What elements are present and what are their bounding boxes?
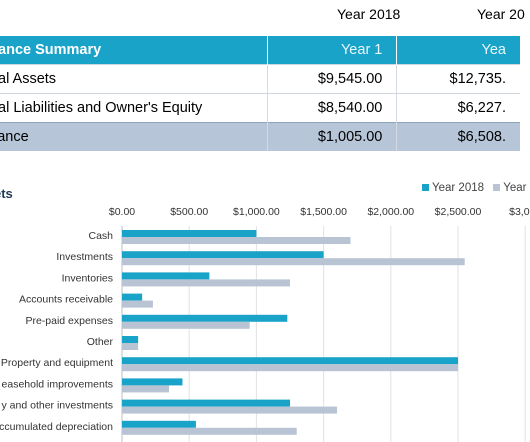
bar-series2 bbox=[122, 385, 170, 393]
legend-item-series1: Year 2018 bbox=[422, 182, 484, 194]
row-value-year2: $12,735. bbox=[396, 64, 520, 94]
bar-series2 bbox=[122, 364, 458, 372]
bar-series1 bbox=[122, 230, 257, 237]
category-label: easehold improvements bbox=[2, 378, 113, 390]
column-header-year1: Year 1 bbox=[266, 36, 397, 65]
category-label: Accounts receivable bbox=[19, 294, 113, 306]
chart-title: ets bbox=[0, 186, 13, 201]
bar-series2 bbox=[122, 237, 351, 244]
x-tick-label: $1,000.00 bbox=[233, 206, 280, 218]
bar-series2 bbox=[122, 321, 250, 329]
x-tick-label: $3,000 bbox=[509, 206, 530, 218]
bar-series2 bbox=[122, 343, 139, 350]
table-row-total-liabilities: tal Liabilities and Owner's Equity $8,54… bbox=[0, 93, 520, 123]
table-row-total-assets: tal Assets $9,545.00 $12,735. bbox=[0, 64, 520, 94]
table-row-balance: lance $1,005.00 $6,508. bbox=[0, 122, 520, 151]
x-tick-label: $0.00 bbox=[109, 206, 135, 218]
category-label: ccumulated depreciation bbox=[0, 421, 113, 433]
balance-summary-table: lance Summary Year 1 Yea tal Assets $9,5… bbox=[0, 36, 520, 151]
x-tick-label: $2,500.00 bbox=[435, 206, 482, 218]
row-label: tal Liabilities and Owner's Equity bbox=[0, 93, 268, 123]
row-value-year2: $6,508. bbox=[396, 122, 520, 151]
legend-swatch-series2 bbox=[493, 184, 501, 192]
bar-series1 bbox=[122, 272, 210, 280]
bar-series2 bbox=[122, 258, 465, 266]
bar-series1 bbox=[122, 314, 288, 322]
legend-label-series2: Year bbox=[503, 182, 527, 194]
chart-legend: Year 2018 Year bbox=[422, 182, 530, 194]
category-label: y and other investments bbox=[2, 400, 113, 412]
table-header-row: lance Summary Year 1 Yea bbox=[0, 36, 520, 65]
row-value-year1: $8,540.00 bbox=[266, 93, 397, 123]
x-tick-label: $1,500.00 bbox=[300, 206, 347, 218]
bar-series1 bbox=[122, 293, 143, 301]
bar-series1 bbox=[122, 336, 139, 343]
legend-label-series1: Year 2018 bbox=[432, 182, 485, 194]
bar-series2 bbox=[122, 279, 290, 287]
row-value-year2: $6,227. bbox=[396, 93, 520, 123]
bar-series2 bbox=[122, 406, 338, 414]
year-header-2: Year 20 bbox=[477, 6, 525, 22]
legend-item-series2: Year bbox=[493, 182, 526, 194]
bar-series1 bbox=[122, 251, 324, 259]
bar-series1 bbox=[122, 357, 458, 365]
legend-swatch-series1 bbox=[422, 184, 429, 192]
bar-series1 bbox=[122, 378, 183, 386]
year-header-1: Year 2018 bbox=[337, 6, 401, 22]
column-header-year2: Yea bbox=[396, 36, 520, 65]
table-title: lance Summary bbox=[0, 36, 268, 65]
category-label: Investments bbox=[56, 251, 113, 263]
year-header-row: Year 2018 Year 20 bbox=[0, 0, 530, 32]
bar-series1 bbox=[122, 399, 290, 407]
bar-series2 bbox=[122, 427, 297, 435]
row-label: lance bbox=[0, 122, 268, 151]
category-label: Property and equipment bbox=[1, 357, 113, 369]
category-label: Inventories bbox=[62, 272, 113, 284]
row-value-year1: $1,005.00 bbox=[266, 122, 397, 151]
row-value-year1: $9,545.00 bbox=[266, 64, 397, 94]
category-label: Other bbox=[87, 336, 114, 348]
x-tick-label: $2,000.00 bbox=[367, 206, 414, 218]
category-label: Cash bbox=[88, 230, 113, 242]
bar-series1 bbox=[122, 420, 196, 428]
x-tick-label: $500.00 bbox=[170, 206, 208, 218]
bar-series2 bbox=[122, 300, 153, 308]
row-label: tal Assets bbox=[0, 64, 268, 94]
category-label: Pre-paid expenses bbox=[25, 315, 113, 327]
